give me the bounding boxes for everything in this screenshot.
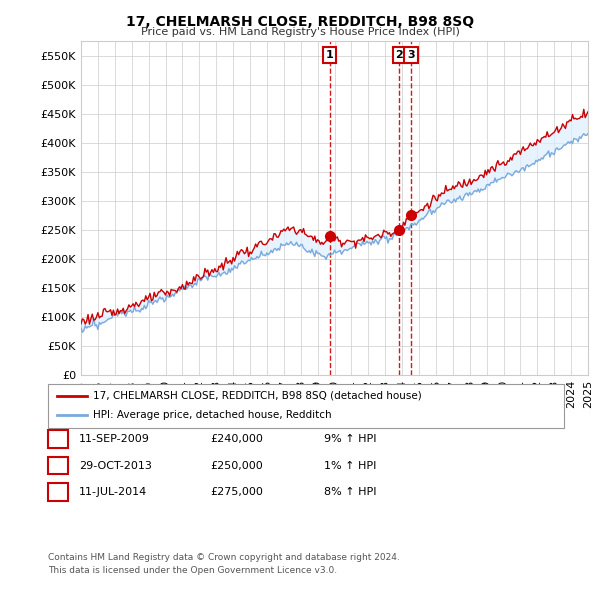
Text: 2: 2 xyxy=(395,50,403,60)
Text: 2: 2 xyxy=(54,461,62,470)
Text: 1: 1 xyxy=(326,50,334,60)
Text: 11-SEP-2009: 11-SEP-2009 xyxy=(79,434,150,444)
Text: 17, CHELMARSH CLOSE, REDDITCH, B98 8SQ: 17, CHELMARSH CLOSE, REDDITCH, B98 8SQ xyxy=(126,15,474,29)
Text: £240,000: £240,000 xyxy=(210,434,263,444)
Text: 1: 1 xyxy=(54,434,62,444)
Text: Contains HM Land Registry data © Crown copyright and database right 2024.
This d: Contains HM Land Registry data © Crown c… xyxy=(48,553,400,575)
Text: 29-OCT-2013: 29-OCT-2013 xyxy=(79,461,152,470)
Text: 1% ↑ HPI: 1% ↑ HPI xyxy=(324,461,376,470)
Text: HPI: Average price, detached house, Redditch: HPI: Average price, detached house, Redd… xyxy=(93,411,332,420)
Text: 9% ↑ HPI: 9% ↑ HPI xyxy=(324,434,377,444)
Text: Price paid vs. HM Land Registry's House Price Index (HPI): Price paid vs. HM Land Registry's House … xyxy=(140,27,460,37)
Text: 3: 3 xyxy=(54,487,62,497)
Text: 3: 3 xyxy=(407,50,415,60)
Text: 17, CHELMARSH CLOSE, REDDITCH, B98 8SQ (detached house): 17, CHELMARSH CLOSE, REDDITCH, B98 8SQ (… xyxy=(93,391,422,401)
Text: £250,000: £250,000 xyxy=(210,461,263,470)
Text: £275,000: £275,000 xyxy=(210,487,263,497)
Text: 8% ↑ HPI: 8% ↑ HPI xyxy=(324,487,377,497)
Text: 11-JUL-2014: 11-JUL-2014 xyxy=(79,487,148,497)
